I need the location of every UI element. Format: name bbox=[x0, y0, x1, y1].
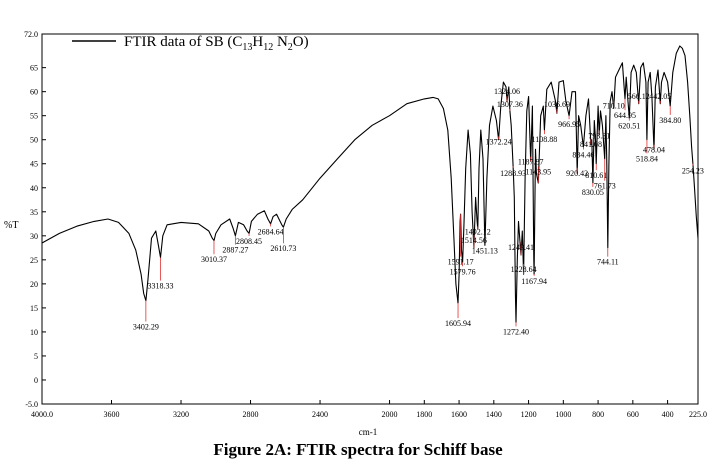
y-tick-label: 65 bbox=[30, 64, 38, 73]
peak-label: 1324.06 bbox=[494, 87, 520, 96]
y-tick-label: 15 bbox=[30, 304, 38, 313]
x-tick-label: 225.0 bbox=[689, 410, 707, 419]
peak-label: 1288.93 bbox=[500, 169, 526, 178]
x-axis-label: cm-1 bbox=[359, 427, 378, 437]
y-tick-label: 60 bbox=[30, 88, 38, 97]
x-tick-label: 3600 bbox=[104, 410, 120, 419]
peak-label: 254.23 bbox=[682, 166, 704, 175]
ftir-chart: -5.0 0 5 10 15 20 25 30 35 40 45 50 55 60 65 72.0 4000.0… bbox=[4, 30, 707, 437]
x-tick-label: 3200 bbox=[173, 410, 189, 419]
peak-label: 1451.13 bbox=[472, 247, 498, 256]
peak-annotations: 3402.29 3318.33 3010.372887.272808.452684.… bbox=[133, 87, 704, 336]
legend-subscript: 2 bbox=[288, 42, 293, 53]
peak-label: 566.12 bbox=[628, 92, 650, 101]
peak-label: 1605.94 bbox=[445, 319, 471, 328]
legend-text-part: H bbox=[252, 34, 263, 50]
x-tick-label: 4000.0 bbox=[31, 410, 53, 419]
peak-label: 3402.29 bbox=[133, 323, 159, 332]
x-tick-label: 800 bbox=[592, 410, 604, 419]
peak-label: 1036.69 bbox=[544, 100, 570, 109]
peak-label: 830.05 bbox=[582, 188, 604, 197]
legend: FTIR data of SB (C13H12 N2O) bbox=[72, 34, 309, 53]
peak-label: 1228.64 bbox=[511, 265, 537, 274]
legend-text: FTIR data of SB (C bbox=[124, 34, 242, 50]
y-tick-label: 40 bbox=[30, 184, 38, 193]
peak-label: 966.95 bbox=[558, 120, 580, 129]
y-tick-label: 35 bbox=[30, 208, 38, 217]
peak-label: 1167.94 bbox=[521, 277, 547, 286]
peak-label: 518.84 bbox=[636, 154, 658, 163]
peak-label: 1108.88 bbox=[532, 135, 558, 144]
peak-label: 2610.73 bbox=[270, 244, 296, 253]
peak-label: 644.95 bbox=[614, 111, 636, 120]
peak-label: 744.11 bbox=[597, 258, 619, 267]
peak-label: 1579.76 bbox=[450, 267, 476, 276]
peak-label: 710.10 bbox=[603, 101, 625, 110]
peak-label: 2684.64 bbox=[258, 227, 284, 236]
y-tick-label: 0 bbox=[34, 376, 38, 385]
peak-label: 1372.24 bbox=[486, 138, 512, 147]
peak-label: 1591.17 bbox=[448, 258, 474, 267]
x-tick-label: 1600 bbox=[451, 410, 467, 419]
legend-label: FTIR data of SB (C13H12 N2O) bbox=[124, 34, 309, 53]
x-tick-label: 600 bbox=[627, 410, 639, 419]
peak-label: 1272.40 bbox=[503, 327, 529, 336]
peak-label: 478.04 bbox=[643, 146, 665, 155]
peak-label: 841.08 bbox=[580, 140, 602, 149]
peak-label: 1187.87 bbox=[518, 158, 544, 167]
peak-label: 1514.56 bbox=[461, 236, 487, 245]
y-tick-label: 25 bbox=[30, 256, 38, 265]
plot-frame bbox=[41, 33, 699, 405]
peak-label: 920.42 bbox=[566, 169, 588, 178]
peak-label: 442.05 bbox=[649, 92, 671, 101]
legend-subscript: 12 bbox=[263, 42, 273, 53]
peak-label: 2887.27 bbox=[222, 246, 248, 255]
legend-subscript: 13 bbox=[242, 42, 252, 53]
x-tick-label: 2800 bbox=[243, 410, 259, 419]
y-tick-label: 72.0 bbox=[24, 30, 38, 39]
legend-text-part: O) bbox=[293, 34, 309, 50]
y-tick-label: -5.0 bbox=[25, 400, 38, 409]
peak-label: 1243.41 bbox=[508, 243, 534, 252]
peak-label: 793.31 bbox=[588, 131, 610, 140]
y-tick-label: 20 bbox=[30, 280, 38, 289]
x-tick-label: 1200 bbox=[521, 410, 537, 419]
y-tick-label: 50 bbox=[30, 136, 38, 145]
y-tick-label: 45 bbox=[30, 160, 38, 169]
peak-label: 1143.95 bbox=[525, 167, 551, 176]
peak-label: 3318.33 bbox=[147, 282, 173, 291]
x-tick-label: 2400 bbox=[312, 410, 328, 419]
y-axis-label: %T bbox=[4, 220, 18, 231]
y-tick-label: 5 bbox=[34, 352, 38, 361]
peak-label: 3010.37 bbox=[201, 255, 227, 264]
peak-label: 620.51 bbox=[618, 122, 640, 131]
axes: -5.0 0 5 10 15 20 25 30 35 40 45 50 55 60 65 72.0 4000.0… bbox=[24, 30, 707, 419]
figure-caption: Figure 2A: FTIR spectra for Schiff base bbox=[213, 440, 503, 459]
legend-text-part: N bbox=[273, 34, 288, 50]
peak-label: 1307.36 bbox=[497, 100, 523, 109]
y-tick-label: 55 bbox=[30, 112, 38, 121]
peak-label: 1492.12 bbox=[465, 227, 491, 236]
x-tick-label: 1400 bbox=[486, 410, 502, 419]
peak-label: 384.80 bbox=[659, 116, 681, 125]
x-tick-label: 2000 bbox=[382, 410, 398, 419]
peak-label: 2808.45 bbox=[236, 237, 262, 246]
peak-label: 884.46 bbox=[572, 150, 594, 159]
peak-label: 810.61 bbox=[585, 171, 607, 180]
x-tick-label: 1000 bbox=[555, 410, 571, 419]
y-tick-label: 30 bbox=[30, 232, 38, 241]
y-tick-label: 10 bbox=[30, 328, 38, 337]
x-tick-label: 400 bbox=[662, 410, 674, 419]
peak-label: 761.73 bbox=[594, 182, 616, 191]
x-tick-label: 1800 bbox=[416, 410, 432, 419]
